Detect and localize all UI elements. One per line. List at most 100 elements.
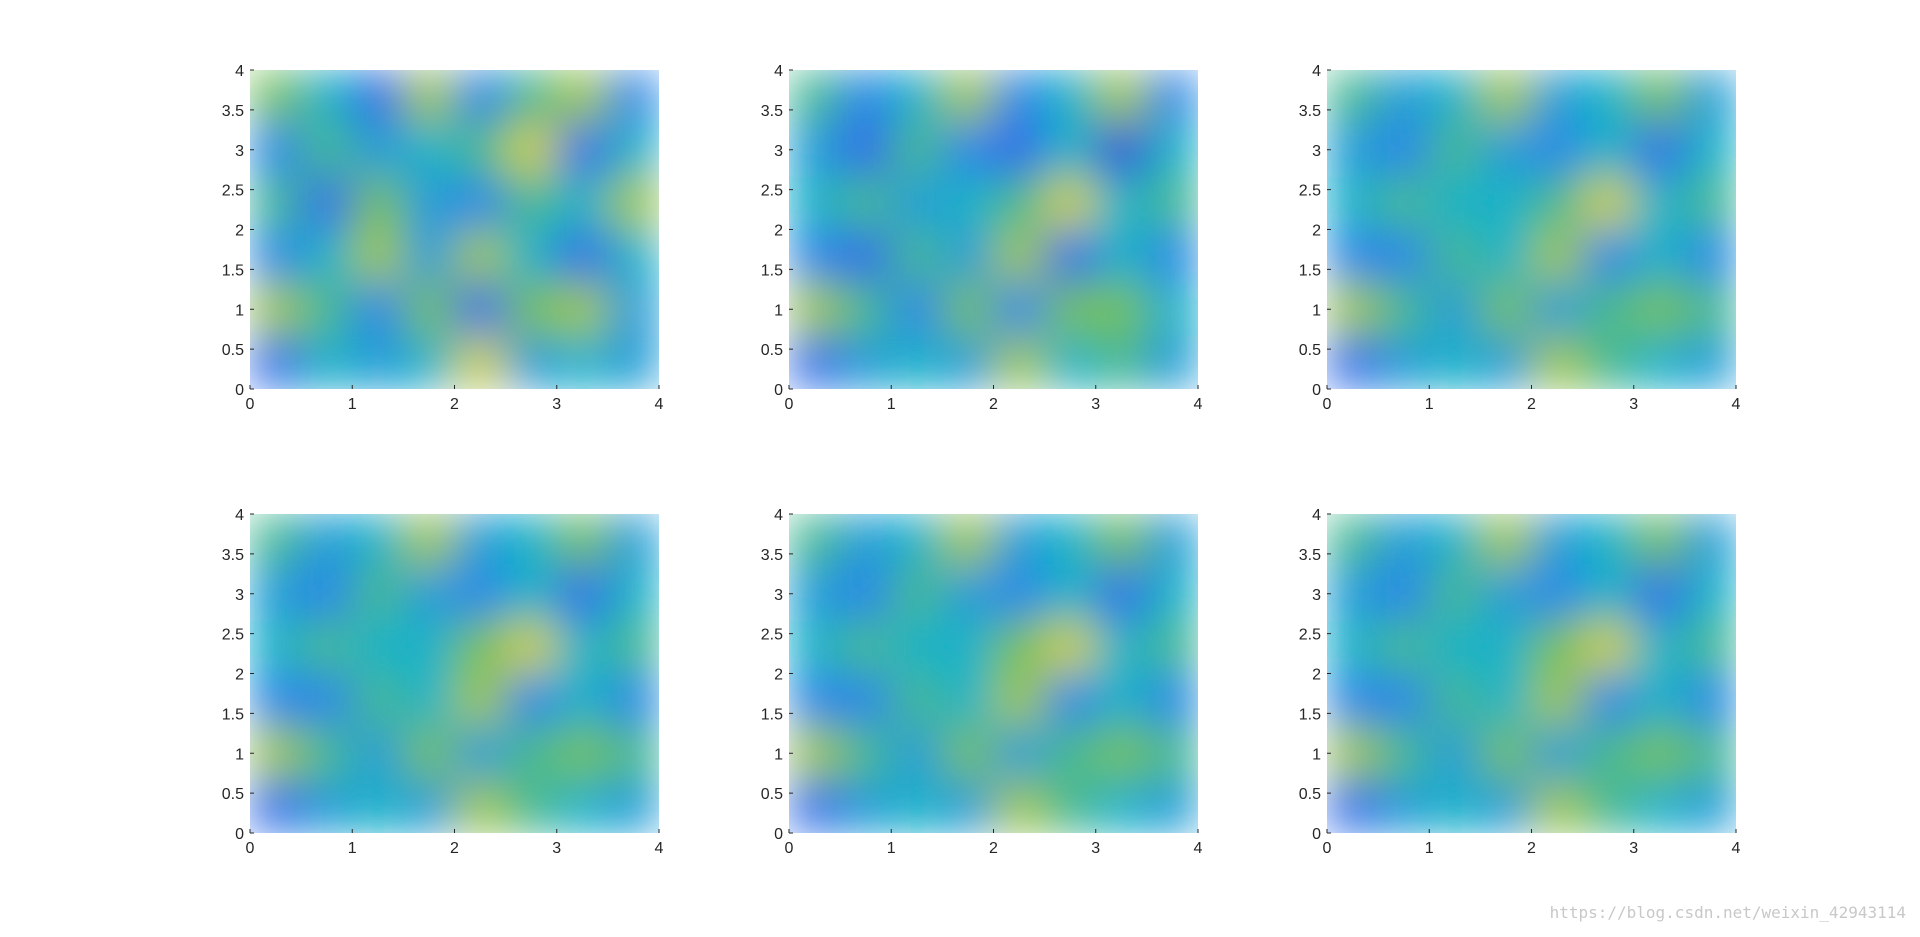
heatmap-cell xyxy=(1582,567,1635,621)
heatmap-cell xyxy=(942,514,994,568)
heatmap-field xyxy=(250,70,659,389)
heatmap-cell xyxy=(505,567,558,621)
heatmap-cell xyxy=(993,335,1046,389)
heatmap-cell xyxy=(250,779,302,833)
y-tick-label: 2.5 xyxy=(761,183,783,200)
heatmap-cell xyxy=(403,335,455,389)
heatmap-cell xyxy=(1480,514,1532,568)
heatmap-cell xyxy=(454,176,507,230)
heatmap-cell xyxy=(1684,779,1736,833)
y-tick-label: 3 xyxy=(1312,143,1321,160)
heatmap-cell xyxy=(352,282,404,337)
y-tick-label: 0.5 xyxy=(1299,786,1321,803)
heatmap-cell xyxy=(1044,567,1097,621)
heatmap-cell xyxy=(1327,514,1379,568)
heatmap-cell xyxy=(250,70,302,124)
heatmap-cell xyxy=(301,779,353,833)
heatmap-cell xyxy=(1429,673,1481,728)
heatmap-cell xyxy=(1327,567,1379,621)
heatmap-cell xyxy=(1480,123,1532,177)
y-tick-label: 0.5 xyxy=(761,786,783,803)
heatmap-cell xyxy=(250,567,302,621)
y-tick-label: 0 xyxy=(1312,826,1321,843)
heatmap-cell xyxy=(1327,673,1379,728)
y-tick-label: 2.5 xyxy=(222,627,244,644)
y-tick-label: 4 xyxy=(774,63,783,80)
heatmap-cell xyxy=(403,70,455,124)
heatmap-cell xyxy=(607,282,659,337)
heatmap-cell xyxy=(1633,229,1686,284)
heatmap-cell xyxy=(891,620,943,674)
heatmap-cell xyxy=(1378,123,1430,177)
heatmap-cell xyxy=(1429,176,1481,230)
x-tick-label: 3 xyxy=(1629,396,1638,413)
x-tick-label: 3 xyxy=(1091,396,1100,413)
heatmap-cell xyxy=(1480,176,1532,230)
heatmap-cell xyxy=(1044,282,1097,337)
heatmap-cell xyxy=(301,176,353,230)
heatmap-cell xyxy=(505,620,558,674)
heatmap-cell xyxy=(789,70,841,124)
heatmap-cell xyxy=(942,70,994,124)
heatmap-cell xyxy=(891,176,943,230)
heatmap xyxy=(250,70,659,389)
heatmap-cell xyxy=(840,673,892,728)
heatmap-cell xyxy=(1429,335,1481,389)
heatmap-cell xyxy=(1327,726,1379,781)
y-tick-label: 3 xyxy=(774,143,783,160)
heatmap-cell xyxy=(1582,229,1635,284)
heatmap-cell xyxy=(789,514,841,568)
x-tick-label: 0 xyxy=(246,396,255,413)
y-tick-label: 3.5 xyxy=(761,103,783,120)
heatmap-cell xyxy=(556,673,609,728)
heatmap-cell xyxy=(840,514,892,568)
heatmap-cell xyxy=(993,70,1046,124)
heatmap-cell xyxy=(1378,176,1430,230)
heatmap-cell xyxy=(403,726,455,781)
heatmap-cell xyxy=(505,514,558,568)
heatmap-cell xyxy=(993,673,1046,728)
heatmap-cell xyxy=(1146,620,1198,674)
heatmap-cell xyxy=(993,282,1046,337)
y-tick-label: 1 xyxy=(774,302,783,319)
heatmap-cell xyxy=(352,70,404,124)
heatmap-cell xyxy=(1429,779,1481,833)
y-tick-label: 3.5 xyxy=(761,547,783,564)
heatmap-cell xyxy=(789,229,841,284)
heatmap-cell xyxy=(891,229,943,284)
heatmap-cell xyxy=(556,779,609,833)
heatmap-cell xyxy=(1044,726,1097,781)
y-tick-label: 0 xyxy=(774,826,783,843)
y-tick-label: 2 xyxy=(774,667,783,684)
heatmap-cell xyxy=(1378,726,1430,781)
heatmap-cell xyxy=(1044,335,1097,389)
heatmap-cell xyxy=(505,673,558,728)
heatmap-cell xyxy=(352,176,404,230)
heatmap-cell xyxy=(942,335,994,389)
heatmap-cell xyxy=(250,123,302,177)
heatmap-cell xyxy=(1531,123,1584,177)
heatmap-cell xyxy=(1633,726,1686,781)
heatmap-cell xyxy=(1480,620,1532,674)
y-tick-label: 1 xyxy=(235,302,244,319)
heatmap-cell xyxy=(1684,335,1736,389)
heatmap-cell xyxy=(352,673,404,728)
heatmap-cell xyxy=(1327,779,1379,833)
heatmap-cell xyxy=(556,229,609,284)
heatmap-cell xyxy=(1480,282,1532,337)
heatmap-field xyxy=(789,514,1198,833)
x-tick-label: 2 xyxy=(989,840,998,857)
heatmap-cell xyxy=(840,335,892,389)
heatmap-cell xyxy=(1095,567,1148,621)
x-tick-label: 4 xyxy=(1732,840,1741,857)
y-tick-label: 2.5 xyxy=(1299,627,1321,644)
heatmap-cell xyxy=(1146,779,1198,833)
y-tick-label: 1.5 xyxy=(761,262,783,279)
y-tick-label: 4 xyxy=(1312,507,1321,524)
y-tick-label: 2.5 xyxy=(222,183,244,200)
heatmap-cell xyxy=(1633,779,1686,833)
heatmap-cell xyxy=(789,176,841,230)
x-tick-label: 0 xyxy=(246,840,255,857)
heatmap-cell xyxy=(1378,70,1430,124)
y-tick-label: 4 xyxy=(774,507,783,524)
